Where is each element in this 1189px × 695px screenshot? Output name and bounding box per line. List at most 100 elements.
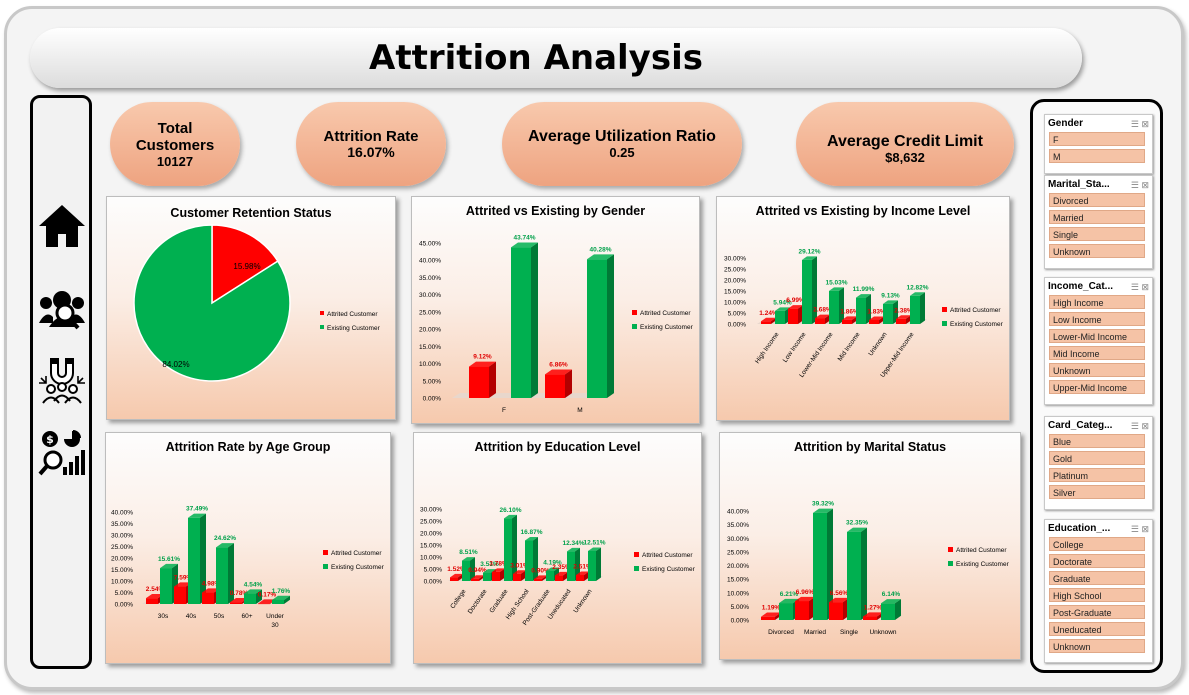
customer-search-icon[interactable] <box>37 283 87 333</box>
kpi-average-credit-limit-label: Average Credit Limit <box>827 133 983 150</box>
x-tick-label: Graduate <box>488 588 509 615</box>
x-tick-label: M <box>577 407 582 414</box>
filter-icons[interactable]: ☰ ⊠ <box>1130 180 1149 190</box>
existing-bar <box>462 560 470 581</box>
existing-bar-top <box>160 563 178 569</box>
y-tick-label: 15.00% <box>419 344 441 351</box>
slicer-item[interactable]: Married <box>1049 210 1145 224</box>
attrited-bar <box>842 319 852 324</box>
panel-age-group: Attrition Rate by Age Group 0.00% 5.00% 10.… <box>105 432 391 664</box>
existing-bar-side <box>531 242 538 398</box>
existing-bar <box>216 547 228 604</box>
slicer-card-title: Card_Categ... <box>1048 420 1113 431</box>
slicer-item[interactable]: Unknown <box>1049 244 1145 258</box>
slicer-item[interactable]: Low Income <box>1049 312 1145 326</box>
slicer-item[interactable]: Single <box>1049 227 1145 241</box>
existing-bar-top <box>813 508 833 513</box>
slicer-income-header: Income_Cat... ☰ ⊠ <box>1045 278 1152 295</box>
attrited-bar <box>576 574 584 581</box>
analytics-icon[interactable]: $ <box>37 428 87 478</box>
attrited-bar <box>230 602 242 604</box>
slicer-item[interactable]: Upper-Mid Income <box>1049 380 1145 394</box>
gender-bar-chart: Attrited vs Existing by Gender 0.00% 5.00%… <box>419 204 694 414</box>
slicer-item[interactable]: Doctorate <box>1049 554 1145 568</box>
slicer-item[interactable]: F <box>1049 132 1145 146</box>
slicer-item[interactable]: Unknown <box>1049 363 1145 377</box>
slicer-item[interactable]: Gold <box>1049 451 1145 465</box>
slicer-item[interactable]: M <box>1049 149 1145 163</box>
legend-swatch-existing <box>632 324 637 329</box>
existing-bar-side <box>512 514 517 581</box>
slicer-item[interactable]: Unknown <box>1049 639 1145 653</box>
attrited-bar-side <box>563 571 568 581</box>
existing-data-label: 16.87% <box>520 529 542 536</box>
attrited-bar <box>761 616 775 620</box>
legend-label-attrited: Attrited Customer <box>640 310 691 317</box>
x-tick-label: College <box>449 588 468 610</box>
legend-swatch-attrited <box>323 550 328 555</box>
attrited-bar <box>869 319 879 324</box>
y-tick-label: 20.00% <box>724 278 746 285</box>
attrited-data-label: 0.94% <box>468 567 487 574</box>
attrited-bar-top <box>146 593 164 599</box>
filter-icons[interactable]: ☰ ⊠ <box>1130 282 1149 292</box>
y-tick-label: 10.00% <box>419 361 441 368</box>
attrited-bar <box>450 577 458 581</box>
existing-bar-top <box>587 254 614 260</box>
legend-label-attrited: Attrited Customer <box>956 547 1007 554</box>
attrited-bar-side <box>852 316 857 324</box>
attrited-bar-top <box>869 316 884 320</box>
existing-bar-side <box>827 508 833 620</box>
legend-swatch-existing <box>634 566 639 571</box>
attrited-bar-side <box>825 314 830 324</box>
slicer-item[interactable]: Lower-Mid Income <box>1049 329 1145 343</box>
existing-bar <box>856 297 866 324</box>
kpi-average-credit-limit-value: $8,632 <box>885 150 925 165</box>
legend-label-existing: Existing Customer <box>640 324 694 331</box>
slicer-item[interactable]: High Income <box>1049 295 1145 309</box>
attrited-bar-top <box>863 612 883 617</box>
existing-bar-top <box>504 514 517 519</box>
attrited-data-label: 6.99% <box>786 297 805 304</box>
y-tick-label: 10.00% <box>724 300 746 307</box>
home-icon[interactable] <box>37 201 87 251</box>
filter-icons[interactable]: ☰ ⊠ <box>1130 421 1149 431</box>
slicer-card-header: Card_Categ... ☰ ⊠ <box>1045 417 1152 434</box>
existing-bar <box>483 572 491 581</box>
attrited-bar-top <box>815 314 830 319</box>
slicer-item[interactable]: Graduate <box>1049 571 1145 585</box>
attrited-bar <box>202 592 214 604</box>
existing-bar <box>881 603 895 620</box>
slicer-item[interactable]: High School <box>1049 588 1145 602</box>
legend-label-attrited: Attrited Customer <box>950 307 1001 314</box>
slicer-item[interactable]: Silver <box>1049 485 1145 499</box>
existing-data-label: 5.94% <box>773 299 792 306</box>
existing-bar-top <box>511 242 538 248</box>
x-tick-label: Single <box>840 629 858 636</box>
y-tick-label: 0.00% <box>424 579 443 586</box>
panel-education: Attrition by Education Level 0.00% 5.00% 10… <box>413 432 702 664</box>
slicer-item[interactable]: College <box>1049 537 1145 551</box>
y-tick-label: 35.00% <box>419 275 441 282</box>
existing-data-label: 4.54% <box>244 581 263 588</box>
slicer-item[interactable]: Mid Income <box>1049 346 1145 360</box>
slicer-item[interactable]: Blue <box>1049 434 1145 448</box>
attrited-bar-top <box>576 571 589 575</box>
attrited-bar <box>555 575 563 581</box>
existing-bar <box>813 512 827 620</box>
slicer-item[interactable]: Post-Graduate <box>1049 605 1145 619</box>
existing-bar-side <box>839 287 844 324</box>
slicer-item[interactable]: Uneducated <box>1049 622 1145 636</box>
filter-icons[interactable]: ☰ ⊠ <box>1130 119 1149 129</box>
customer-retention-icon[interactable] <box>37 356 87 406</box>
x-tick-label: 30s <box>158 613 169 620</box>
slicer-item[interactable]: Divorced <box>1049 193 1145 207</box>
attrited-bar-top <box>469 361 496 367</box>
attrited-bar-top <box>788 305 803 309</box>
x-tick-label: Doctorate <box>467 588 489 615</box>
slicer-gender-title: Gender <box>1048 118 1084 129</box>
y-tick-label: 10.00% <box>420 555 442 562</box>
y-tick-label: 45.00% <box>419 241 441 248</box>
slicer-item[interactable]: Platinum <box>1049 468 1145 482</box>
filter-icons[interactable]: ☰ ⊠ <box>1130 524 1149 534</box>
